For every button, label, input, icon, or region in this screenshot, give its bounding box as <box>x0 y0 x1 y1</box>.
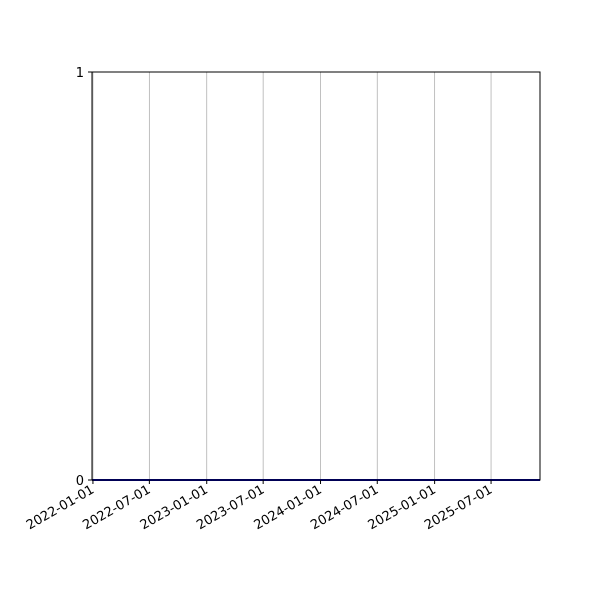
y-tick-label: 1 <box>76 66 84 81</box>
y-axis: 01 <box>76 66 92 489</box>
y-tick-label: 0 <box>76 474 84 489</box>
plot-frame <box>91 71 541 481</box>
x-axis: 2022-01-012022-07-012023-01-012023-07-01… <box>24 480 495 533</box>
grid <box>92 72 492 480</box>
